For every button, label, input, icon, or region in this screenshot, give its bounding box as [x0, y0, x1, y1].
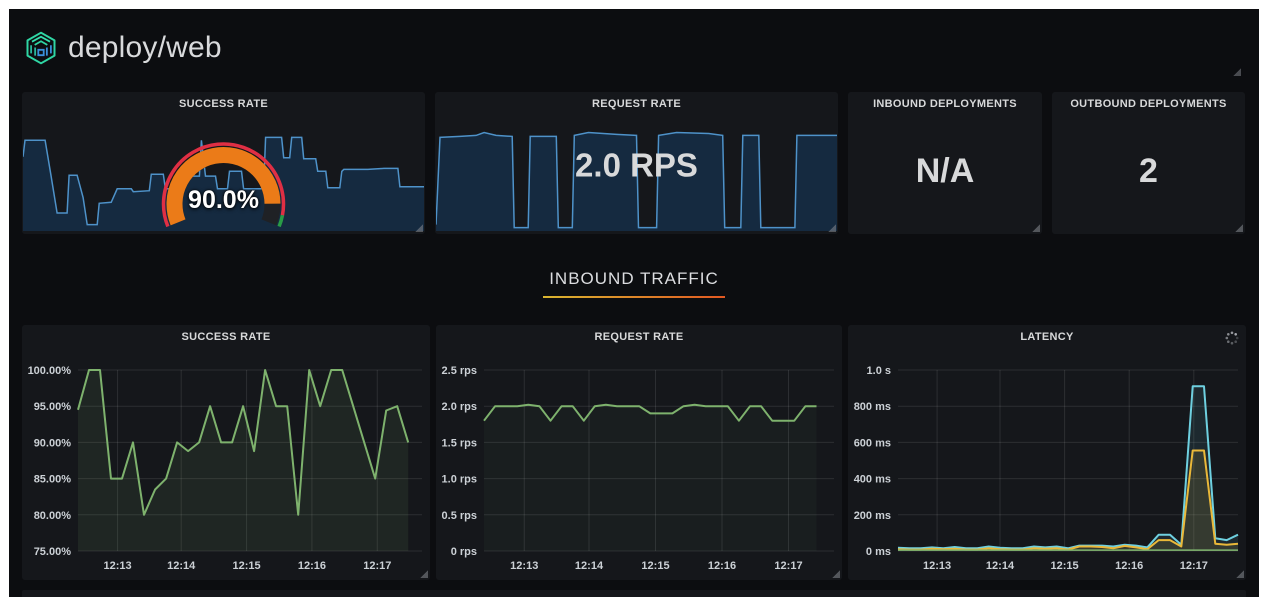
panel-request-rate-chart: REQUEST RATE 12:13 12:14 12:15 12:16 12:17 2.…: [436, 325, 842, 580]
svg-text:80.00%: 80.00%: [34, 510, 72, 522]
dashboard-title: deploy/web: [68, 31, 222, 64]
svg-text:12:16: 12:16: [708, 560, 736, 572]
svg-text:100.00%: 100.00%: [28, 365, 72, 377]
panel-request-rate-stat: REQUEST RATE 2.0 RPS: [435, 92, 838, 234]
panel-title[interactable]: LATENCY: [1020, 331, 1074, 343]
panel-success-rate-chart: SUCCESS RATE 12:13 12:14 12:15 12:16 12:17 10…: [22, 325, 430, 580]
next-row-panel-edge: [22, 590, 1246, 597]
success-rate-gauge: [22, 92, 425, 234]
svg-text:12:17: 12:17: [774, 560, 802, 572]
svg-text:800 ms: 800 ms: [854, 401, 891, 413]
svg-text:12:14: 12:14: [167, 560, 196, 572]
resize-handle[interactable]: [1235, 224, 1243, 232]
resize-handle[interactable]: [1032, 224, 1040, 232]
panel-title[interactable]: SUCCESS RATE: [181, 331, 271, 343]
svg-text:12:13: 12:13: [103, 560, 131, 572]
success-rate-sparkline: [22, 131, 424, 231]
panel-inbound-deployments: INBOUND DEPLOYMENTS N/A: [848, 92, 1042, 234]
panel-title[interactable]: SUCCESS RATE: [179, 98, 268, 110]
svg-text:600 ms: 600 ms: [854, 437, 891, 449]
resize-handle[interactable]: [415, 224, 423, 232]
svg-text:12:13: 12:13: [923, 560, 951, 572]
deploy-cube-logo-icon: [23, 30, 59, 66]
panel-title[interactable]: OUTBOUND DEPLOYMENTS: [1070, 98, 1227, 110]
svg-text:1.5 rps: 1.5 rps: [442, 437, 477, 449]
svg-text:0 rps: 0 rps: [451, 546, 477, 558]
panel-latency-chart: LATENCY 12:13 12:14 12:15 12:16 12:17 1.0 s 80…: [848, 325, 1246, 580]
request-rate-chart[interactable]: 12:13 12:14 12:15 12:16 12:17 2.5 rps 2.0 rps 1…: [438, 343, 840, 578]
stat-value: N/A: [915, 151, 975, 190]
stat-value: 2.0 RPS: [575, 146, 698, 184]
section-inbound-traffic: INBOUND TRAFFIC: [9, 269, 1259, 298]
svg-text:12:16: 12:16: [1115, 560, 1143, 572]
svg-text:12:17: 12:17: [1180, 560, 1208, 572]
panel-outbound-deployments: OUTBOUND DEPLOYMENTS 2: [1052, 92, 1245, 234]
svg-text:12:15: 12:15: [641, 560, 669, 572]
svg-text:2.5 rps: 2.5 rps: [442, 365, 477, 377]
latency-chart[interactable]: 12:13 12:14 12:15 12:16 12:17 1.0 s 800 ms 600 …: [850, 343, 1244, 578]
svg-text:12:15: 12:15: [1051, 560, 1079, 572]
dashboard-header: deploy/web: [23, 25, 222, 71]
svg-text:1.0 s: 1.0 s: [867, 365, 891, 377]
section-underline: [543, 296, 725, 298]
success-rate-chart[interactable]: 12:13 12:14 12:15 12:16 12:17 100.00% 95.00% 90…: [24, 343, 428, 578]
panel-title[interactable]: REQUEST RATE: [592, 98, 681, 110]
svg-text:90.00%: 90.00%: [34, 437, 72, 449]
svg-text:85.00%: 85.00%: [34, 474, 72, 486]
svg-text:12:17: 12:17: [363, 560, 391, 572]
panel-success-rate-stat: SUCCESS RATE 90.0%: [22, 92, 425, 234]
resize-handle[interactable]: [1236, 570, 1244, 578]
svg-text:75.00%: 75.00%: [34, 546, 72, 558]
resize-handle[interactable]: [828, 224, 836, 232]
gauge-value: 90.0%: [188, 186, 259, 214]
loading-spinner-icon: [1225, 331, 1239, 345]
svg-text:12:14: 12:14: [575, 560, 604, 572]
svg-text:95.00%: 95.00%: [34, 401, 72, 413]
panel-title[interactable]: INBOUND DEPLOYMENTS: [873, 98, 1017, 110]
svg-text:12:15: 12:15: [232, 560, 260, 572]
panel-title[interactable]: REQUEST RATE: [594, 331, 684, 343]
svg-text:12:16: 12:16: [298, 560, 326, 572]
svg-text:2.0 rps: 2.0 rps: [442, 401, 477, 413]
svg-text:400 ms: 400 ms: [854, 474, 891, 486]
resize-handle[interactable]: [1233, 68, 1241, 76]
svg-text:12:13: 12:13: [510, 560, 538, 572]
section-title: INBOUND TRAFFIC: [549, 269, 719, 288]
svg-text:0 ms: 0 ms: [866, 546, 891, 558]
stat-value: 2: [1139, 151, 1158, 190]
resize-handle[interactable]: [420, 570, 428, 578]
request-rate-sparkline: [435, 131, 837, 231]
svg-text:0.5 rps: 0.5 rps: [442, 510, 477, 522]
resize-handle[interactable]: [832, 570, 840, 578]
dashboard: deploy/web SUCCESS RATE 90.0% REQUEST RA…: [9, 9, 1259, 597]
svg-text:1.0 rps: 1.0 rps: [442, 474, 477, 486]
svg-text:200 ms: 200 ms: [854, 510, 891, 522]
svg-text:12:14: 12:14: [986, 560, 1015, 572]
